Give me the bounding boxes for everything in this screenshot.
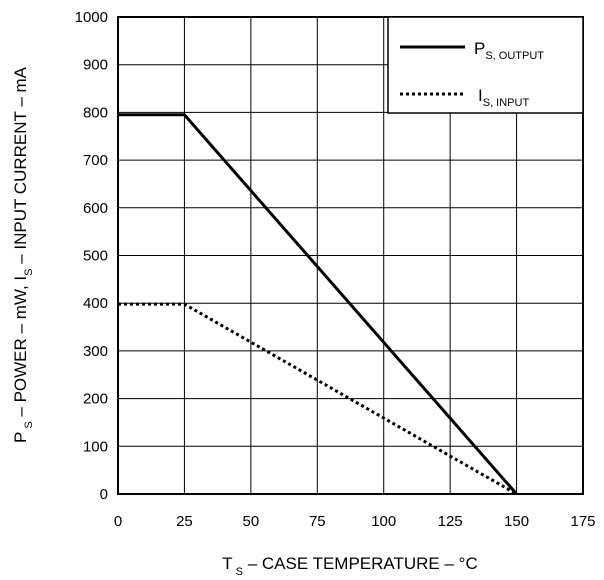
y-tick-label: 100 bbox=[83, 438, 108, 455]
plot-area-border bbox=[117, 16, 584, 495]
y-tick-label: 500 bbox=[83, 248, 108, 265]
legend-entry-0: PS, OUTPUT bbox=[474, 39, 544, 62]
y-tick-label: 400 bbox=[83, 295, 108, 312]
y-axis-title-rest: – INPUT CURRENT – mA bbox=[11, 66, 30, 268]
series-lines bbox=[118, 113, 518, 496]
y-axis-title-i-sub: S bbox=[23, 269, 35, 276]
x-tick-label: 175 bbox=[570, 513, 595, 530]
x-tick-labels: 0 25 50 75 100 125 150 175 bbox=[114, 513, 596, 530]
y-axis-title-mid: – POWER – mW, I bbox=[11, 276, 30, 421]
legend-entry-1-main: I bbox=[478, 86, 483, 105]
y-tick-label: 300 bbox=[83, 343, 108, 360]
y-axis-title-p: P bbox=[11, 432, 30, 443]
y-tick-label: 800 bbox=[83, 104, 108, 121]
x-tick-label: 150 bbox=[504, 513, 529, 530]
x-tick-label: 75 bbox=[309, 513, 326, 530]
x-axis-title-main: T bbox=[222, 554, 232, 573]
y-tick-label: 700 bbox=[83, 152, 108, 169]
legend-entry-0-sub: S, OUTPUT bbox=[485, 50, 544, 62]
x-tick-label: 0 bbox=[114, 513, 122, 530]
x-tick-label: 50 bbox=[243, 513, 260, 530]
legend-entry-1: IS, INPUT bbox=[478, 86, 529, 109]
y-tick-label: 900 bbox=[83, 57, 108, 74]
series-line-0 bbox=[118, 113, 518, 495]
y-tick-label: 200 bbox=[83, 391, 108, 408]
x-tick-label: 100 bbox=[371, 513, 396, 530]
x-axis-title-rest: – CASE TEMPERATURE – °C bbox=[243, 554, 478, 573]
y-tick-label: 600 bbox=[83, 200, 108, 217]
y-tick-label: 0 bbox=[100, 486, 108, 503]
x-tick-label: 125 bbox=[438, 513, 463, 530]
y-tick-labels: 0 100 200 300 400 500 600 700 800 900 1000 bbox=[75, 9, 108, 503]
legend: PS, OUTPUT IS, INPUT bbox=[387, 16, 584, 114]
x-tick-label: 25 bbox=[176, 513, 193, 530]
y-tick-label: 1000 bbox=[75, 9, 108, 26]
x-axis-title-sub: S bbox=[236, 566, 243, 578]
y-axis-title: PS – POWER – mW, IS – INPUT CURRENT – mA bbox=[11, 66, 35, 443]
y-axis-title-p-sub: S bbox=[23, 421, 35, 428]
legend-entry-0-main: P bbox=[474, 39, 485, 58]
series-line-1 bbox=[118, 302, 518, 496]
legend-box bbox=[387, 16, 584, 114]
legend-entry-1-sub: S, INPUT bbox=[483, 97, 530, 109]
